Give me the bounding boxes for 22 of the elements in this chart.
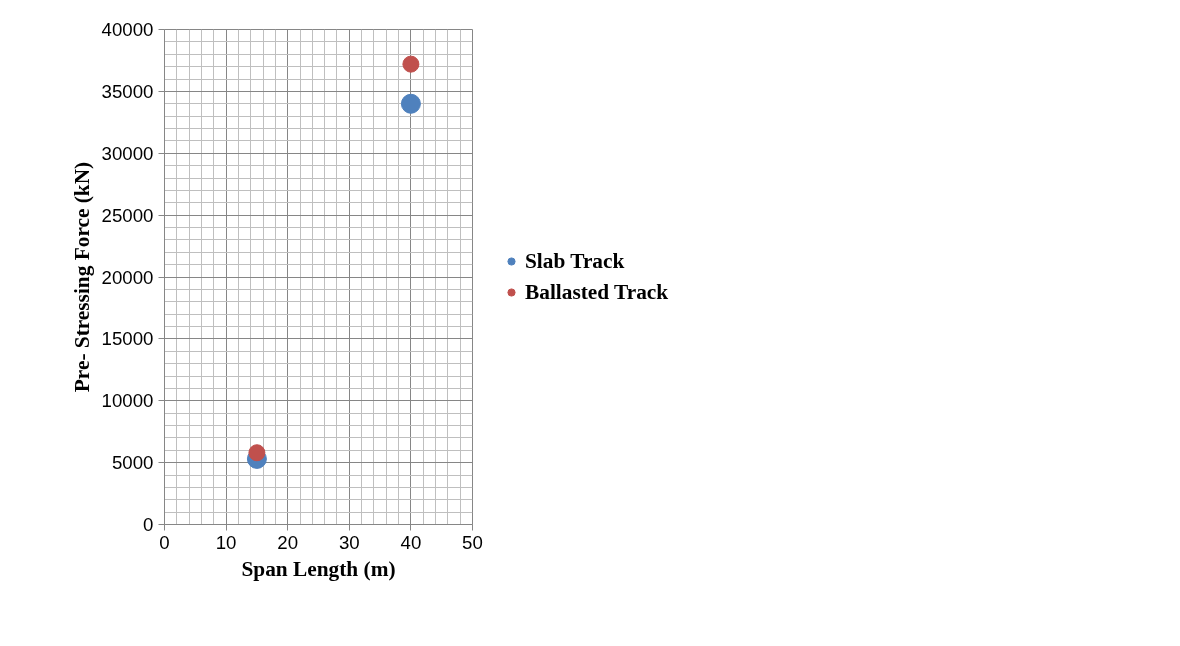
x-tick-label: 20 (277, 531, 299, 553)
y-axis-title: Pre- Stressing Force (kN) (69, 161, 94, 393)
y-tick-label: 35000 (101, 80, 154, 102)
x-tick-label: 30 (338, 531, 360, 553)
y-tick-label: 15000 (101, 328, 154, 350)
point (248, 444, 266, 462)
x-tick-label: 10 (215, 531, 237, 553)
x-tick-label: 40 (400, 531, 422, 553)
legend-label: Slab Track (525, 248, 625, 274)
y-tick-label: 40000 (101, 19, 154, 40)
y-tick-label: 20000 (101, 266, 154, 288)
x-tick-label: 0 (159, 531, 170, 553)
y-tick-label: 25000 (101, 204, 154, 226)
y-tick-label: 0 (143, 514, 154, 535)
y-tick-label: 5000 (112, 452, 154, 474)
y-tick-label: 30000 (101, 142, 154, 164)
y-tick-label: 10000 (101, 390, 154, 412)
point (402, 55, 420, 73)
x-axis-title: Span Length (m) (241, 556, 396, 581)
legend-label: Ballasted Track (525, 279, 669, 305)
x-tick-label: 50 (462, 531, 483, 553)
point (400, 93, 421, 114)
